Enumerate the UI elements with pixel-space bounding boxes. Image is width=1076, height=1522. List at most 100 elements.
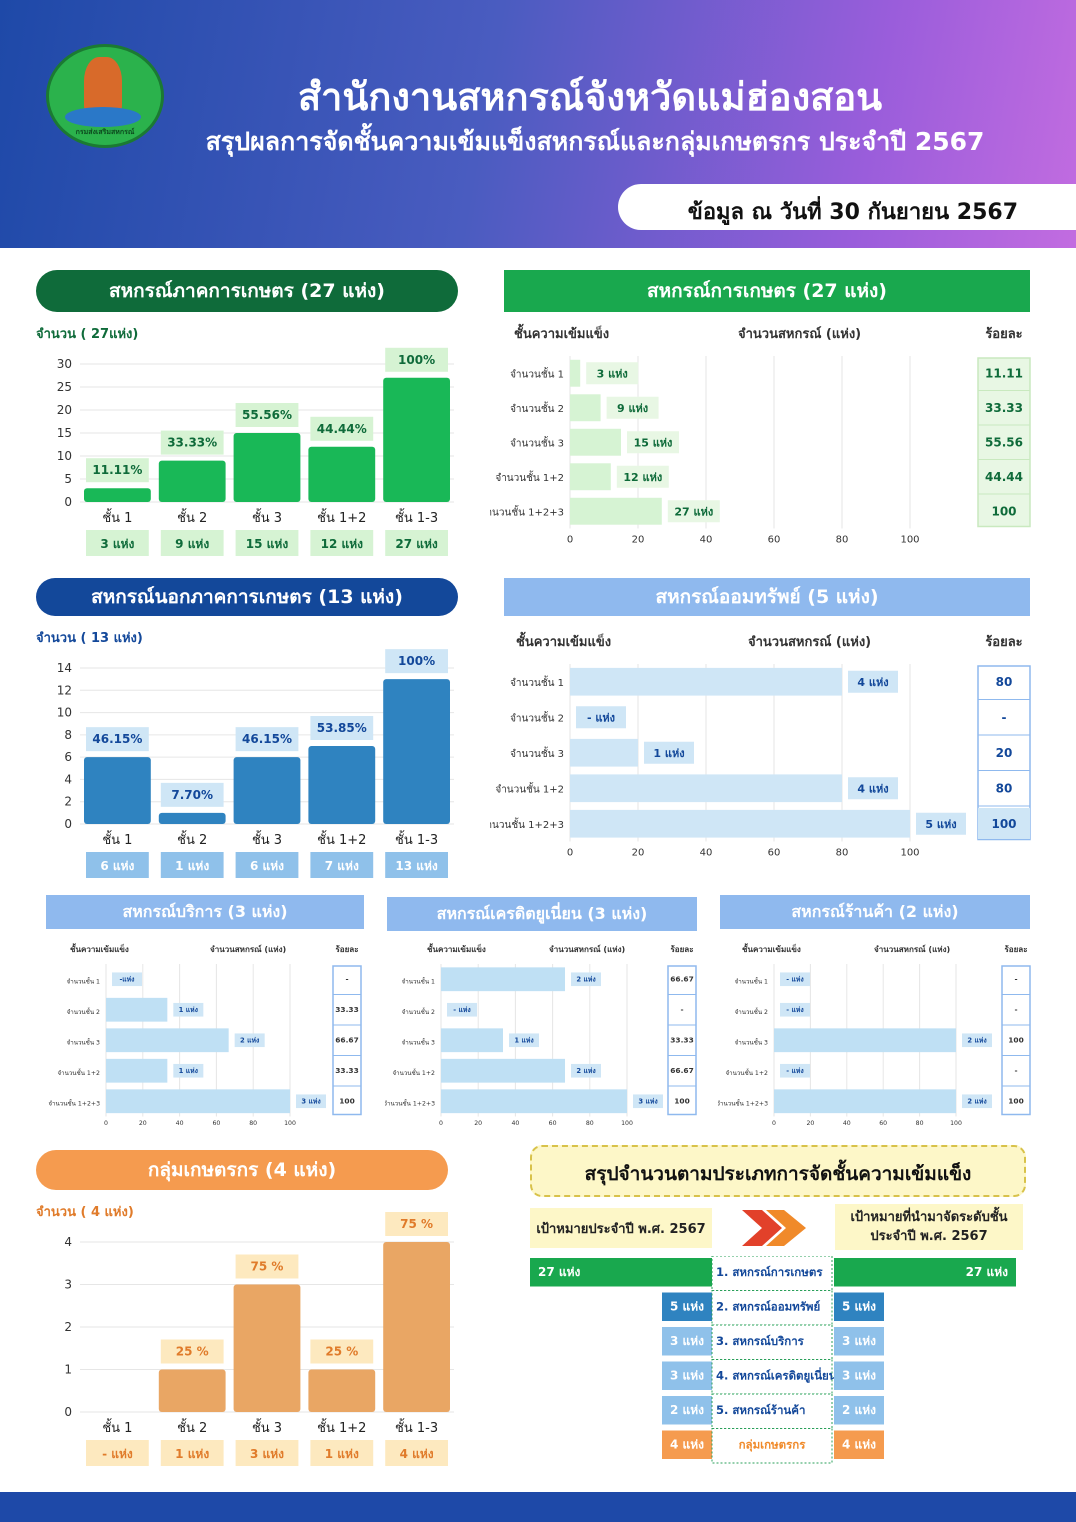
target-bar bbox=[662, 1396, 712, 1425]
value-tag-bg bbox=[571, 972, 602, 987]
count-tag-bg bbox=[235, 1440, 299, 1466]
category-label: จำนวนชั้น 2 bbox=[735, 1007, 768, 1016]
y-axis-title: จำนวน ( 13 แห่ง) bbox=[36, 630, 143, 646]
target-bar bbox=[662, 1292, 712, 1321]
logo-ring bbox=[65, 107, 141, 127]
x-tick-label: 40 bbox=[511, 1120, 519, 1127]
x-tick-label: ชั้น 3 bbox=[252, 830, 282, 848]
x-tick-label: 40 bbox=[700, 535, 713, 546]
value-tag-bg bbox=[576, 706, 626, 729]
target-bar bbox=[662, 1361, 712, 1390]
value-label: 2 แห่ง bbox=[967, 1037, 986, 1045]
y-tick-label: 10 bbox=[57, 706, 72, 720]
value-tag-bg bbox=[571, 1063, 602, 1078]
category-label: จำนวนชั้น 1+2+3 bbox=[490, 504, 564, 518]
bar-5 bbox=[570, 809, 910, 838]
col-header-class: ชั้นความเข้มแข็ง bbox=[427, 942, 486, 954]
rated-bar bbox=[834, 1361, 884, 1390]
value-tag-bg bbox=[780, 1002, 810, 1017]
percent-tag-bg bbox=[235, 403, 299, 427]
percent-highlight bbox=[978, 808, 1030, 839]
x-tick-label: 80 bbox=[249, 1120, 257, 1127]
value-tag-bg bbox=[633, 1094, 663, 1109]
value-tag-bg bbox=[447, 1002, 477, 1017]
x-tick-label: 20 bbox=[139, 1120, 147, 1127]
category-cell bbox=[711, 1428, 833, 1464]
target-label: 3 แห่ง bbox=[670, 1334, 704, 1348]
x-tick-label: 20 bbox=[632, 848, 645, 859]
percent-value: 33.33 bbox=[985, 401, 1023, 415]
value-label: 2 แห่ง bbox=[240, 1037, 259, 1045]
bar-2 bbox=[570, 394, 601, 422]
percent-value: 66.67 bbox=[670, 975, 694, 984]
count-tag-bg bbox=[385, 852, 448, 878]
value-tag-bg bbox=[848, 777, 898, 800]
percent-tag-bg bbox=[160, 782, 224, 807]
percent-value: 80 bbox=[996, 675, 1013, 689]
x-tick-label: ชั้น 1 bbox=[102, 508, 132, 526]
title-agri-coop: สหกรณ์การเกษตร (27 แห่ง) bbox=[504, 270, 1030, 312]
rated-label: 2 แห่ง bbox=[842, 1403, 876, 1417]
percent-label: 33.33% bbox=[167, 436, 217, 450]
value-label: 4 แห่ง bbox=[857, 676, 888, 689]
value-label: 3 แห่ง bbox=[597, 367, 628, 380]
value-label: 9 แห่ง bbox=[617, 402, 648, 415]
chart-service-hbar: ชั้นความเข้มแข็ง จำนวนสหกรณ์ (แห่ง) ร้อยละ… bbox=[48, 942, 362, 1127]
chart-farmer-vbar: จำนวน ( 4 แห่ง) 0 1 2 3 4 ชั้น 1 - แห่ง 25 % ชั้น… bbox=[36, 1204, 454, 1466]
y-axis-title: จำนวน ( 4 แห่ง) bbox=[36, 1204, 134, 1220]
value-label: 3 แห่ง bbox=[638, 1098, 657, 1106]
col-header-percent: ร้อยละ bbox=[1004, 944, 1027, 954]
col-header-class: ชั้นความเข้มแข็ง bbox=[514, 323, 609, 342]
y-tick-label: 1 bbox=[64, 1363, 72, 1377]
category-label: จำนวนชั้น 1 bbox=[402, 976, 435, 985]
y-tick-label: 8 bbox=[64, 728, 72, 742]
bar-1 bbox=[84, 488, 151, 502]
category-label: จำนวนชั้น 1+2 bbox=[495, 781, 564, 795]
percent-value: 20 bbox=[996, 746, 1013, 760]
y-tick-label: 4 bbox=[64, 1235, 72, 1249]
value-label: 4 แห่ง bbox=[857, 782, 888, 795]
x-tick-label: 20 bbox=[632, 535, 645, 546]
category-label: จำนวนชั้น 1+2 bbox=[726, 1068, 769, 1077]
x-tick-label: 20 bbox=[474, 1120, 482, 1127]
col-header-count: จำนวนสหกรณ์ (แห่ง) bbox=[549, 944, 625, 954]
value-tag-bg bbox=[508, 1033, 539, 1048]
y-tick-label: 0 bbox=[64, 495, 72, 509]
count-tag-bg bbox=[310, 530, 374, 556]
value-tag-bg bbox=[848, 670, 898, 693]
x-tick-label: 60 bbox=[879, 1120, 887, 1127]
y-tick-label: 15 bbox=[57, 426, 72, 440]
category-name: 1. สหกรณ์การเกษตร bbox=[716, 1265, 823, 1279]
value-tag-bg bbox=[780, 972, 810, 987]
rated-label: 27 แห่ง bbox=[966, 1265, 1009, 1279]
category-label: จำนวนชั้น 1 bbox=[510, 366, 564, 380]
bar-3 bbox=[570, 428, 621, 456]
bar-5 bbox=[570, 497, 662, 525]
target-label: 3 แห่ง bbox=[670, 1369, 704, 1383]
target-label: 27 แห่ง bbox=[538, 1265, 581, 1279]
count-label: 6 แห่ง bbox=[100, 859, 134, 873]
rated-bar bbox=[834, 1258, 1016, 1287]
value-label: 12 แห่ง bbox=[623, 471, 662, 484]
page-title: สำนักงานสหกรณ์จังหวัดแม่ฮ่องสอน bbox=[297, 75, 883, 119]
col-header-count: จำนวนสหกรณ์ (แห่ง) bbox=[738, 326, 861, 342]
bar-4 bbox=[308, 746, 376, 824]
rated-bar bbox=[834, 1430, 884, 1459]
category-name: 4. สหกรณ์เครดิตยูเนี่ยน bbox=[716, 1367, 837, 1384]
percent-value: 33.33 bbox=[670, 1036, 694, 1045]
x-tick-label: ชั้น 3 bbox=[252, 1418, 282, 1436]
title-agri-sector: สหกรณ์ภาคการเกษตร (27 แห่ง) bbox=[36, 270, 458, 312]
target-bar bbox=[662, 1327, 712, 1356]
col-header-count: จำนวนสหกรณ์ (แห่ง) bbox=[210, 944, 286, 954]
x-tick-label: 0 bbox=[772, 1120, 776, 1127]
bar-1 bbox=[570, 359, 581, 387]
value-label: - แห่ง bbox=[786, 976, 803, 984]
bar-1 bbox=[441, 967, 566, 992]
target-label: 2 แห่ง bbox=[670, 1403, 704, 1417]
count-tag-bg bbox=[385, 530, 448, 556]
value-label: - แห่ง bbox=[587, 711, 615, 724]
y-tick-label: 10 bbox=[57, 449, 72, 463]
value-label: - แห่ง bbox=[786, 1006, 803, 1014]
x-tick-label: ชั้น 1-3 bbox=[395, 830, 438, 848]
count-tag-bg bbox=[86, 530, 149, 556]
